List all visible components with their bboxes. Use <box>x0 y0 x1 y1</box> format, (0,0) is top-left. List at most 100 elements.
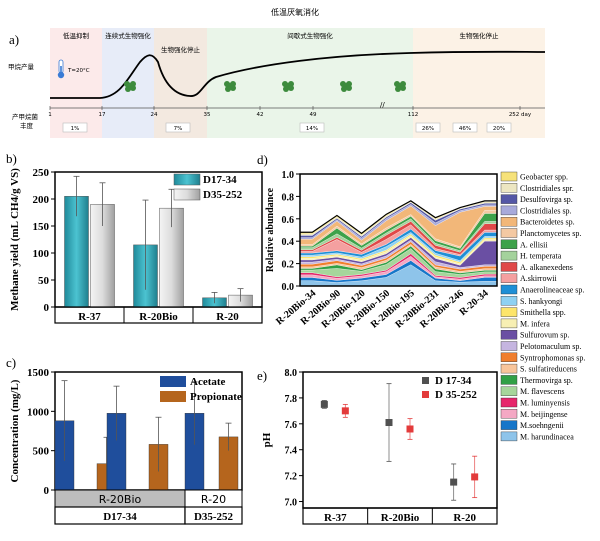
phase-band <box>413 28 545 138</box>
y-tick-label: 7.8 <box>285 394 298 405</box>
thermometer-icon <box>57 59 65 79</box>
y-tick-label: 250 <box>33 167 50 179</box>
legend-marker <box>422 391 429 398</box>
legend-label: M. harundinacea <box>520 432 574 441</box>
y-tick-label: 500 <box>33 446 50 458</box>
row-label-methane: 甲烷产量 <box>8 62 35 71</box>
legend-label: D35-252 <box>203 189 243 201</box>
data-point <box>385 419 393 427</box>
phase-label: 生物强化停止 <box>161 45 201 54</box>
y-tick-label: 0.4 <box>282 237 295 248</box>
legend-label: D 35-252 <box>435 389 477 401</box>
legend-swatch <box>500 330 518 340</box>
microbe-cell <box>230 85 236 91</box>
y-tick-label: 0.8 <box>282 192 295 203</box>
legend-swatch <box>500 273 518 283</box>
legend-swatch <box>500 431 518 442</box>
microbe-cell <box>283 86 289 92</box>
category-label: R-20 <box>453 512 476 524</box>
legend-swatch <box>500 250 518 261</box>
y-tick-label: 0 <box>44 302 50 314</box>
legend-swatch <box>500 239 518 250</box>
legend-swatch <box>500 307 518 317</box>
y-tick-label: 0.6 <box>282 215 295 226</box>
abundance-value: 1% <box>71 126 80 132</box>
legend-label: Clostridiales sp. <box>520 206 572 215</box>
category-label: R-37 <box>78 311 101 323</box>
day-ticks: 1 17 24 35 42 49 112 252 day <box>48 106 532 118</box>
y-tick-label: 0 <box>44 485 50 497</box>
y-tick-label: 200 <box>33 194 50 206</box>
legend-label: Geobacter spp. <box>520 173 568 182</box>
microbe-cell <box>340 81 346 87</box>
figure-title: 低温厌氧消化 <box>271 7 319 17</box>
legend-label: Desulfovirga sp. <box>520 195 573 204</box>
legend-label: A.skirrowii <box>520 274 557 283</box>
legend-swatch <box>160 391 186 402</box>
legend-label: H. temperata <box>520 252 562 261</box>
period-label: D35-252 <box>194 511 234 523</box>
category-label: R-20Bio <box>139 311 178 323</box>
abundance-value: 46% <box>459 126 471 132</box>
panel-c: c) 0 500 1000 1500 Concentration (mg/L) R-20Bi… <box>6 355 243 525</box>
y-tick-label: 150 <box>33 221 50 233</box>
legend-label: Anaerolineaceae sp. <box>520 286 584 295</box>
methane-curve <box>50 50 546 99</box>
panel-d-label: d) <box>257 152 268 167</box>
legend-label: M. luminyensis <box>520 399 570 408</box>
data-point <box>341 407 349 415</box>
microbe-cell <box>125 86 131 92</box>
data-point <box>320 400 328 408</box>
row-label-abundance-line2: 丰度 <box>20 121 34 130</box>
microbe-icon <box>340 81 352 92</box>
period-band <box>184 506 243 525</box>
temperature-label: T=20°C <box>67 68 90 74</box>
legend-label: M. infera <box>520 319 550 328</box>
y-tick-label: 0.0 <box>282 282 295 293</box>
abundance-box <box>299 122 325 133</box>
y-tick-label: 1500 <box>27 367 50 379</box>
microbe-cell <box>394 81 400 87</box>
y-tick-label: 7.2 <box>285 472 298 483</box>
y-tick-label: 1000 <box>27 406 50 418</box>
legend-label: Syntrophomonas sp. <box>520 353 585 362</box>
legend-label: Smithella spp. <box>520 308 566 317</box>
legend-swatch <box>500 352 518 362</box>
category-box <box>54 306 263 324</box>
category-label: R-37 <box>324 512 347 524</box>
legend-label: D 17-34 <box>435 375 472 387</box>
phase-label: 间歇式生物强化 <box>287 31 333 40</box>
abundance-value: 26% <box>422 126 434 132</box>
microbe-icon <box>124 81 136 92</box>
legend-swatch <box>500 296 518 306</box>
period-label: D17-34 <box>103 511 137 523</box>
legend-label: M. flavescens <box>520 387 564 396</box>
day-tick-label: 35 <box>204 112 211 118</box>
panel-c-label: c) <box>6 355 16 370</box>
microbe-icon <box>394 81 406 92</box>
panel-a-label: a) <box>9 32 19 47</box>
day-tick-label: 1 <box>48 112 52 118</box>
abundance-box <box>165 122 191 133</box>
microbe-cell <box>400 85 406 91</box>
panel-b: b) 0 50 100 150 200 250 Methane yield (mL CH4/g… <box>6 151 263 324</box>
microbe-icons <box>124 81 406 92</box>
row-label-abundance: 产甲烷菌 丰度 <box>12 112 40 130</box>
plot-frame <box>54 371 243 491</box>
day-tick-label: 24 <box>151 112 158 118</box>
y-tick-label: 0.2 <box>282 260 295 271</box>
legend-swatch <box>500 216 518 227</box>
y-tick-label: 100 <box>33 248 50 260</box>
y-axis-title: pH <box>261 432 273 447</box>
panel-a: a) 甲烷产量 产甲烷菌 丰度 低温抑制 连续式生物强化生物强化停止间歇式生物强化… <box>8 28 546 138</box>
phase-bands <box>50 28 545 138</box>
day-tick-label: 252 day <box>509 112 532 118</box>
microbe-cell <box>130 85 136 91</box>
abundance-value: 7% <box>174 126 183 132</box>
legend-swatch <box>173 173 201 186</box>
legend-label: Clostridiales spr. <box>520 184 574 193</box>
microbe-cell <box>225 86 231 92</box>
abundance-boxes: 1% 7% 14% 26% 46% 20% <box>62 122 512 133</box>
phase-label: 低温抑制 <box>63 31 90 40</box>
